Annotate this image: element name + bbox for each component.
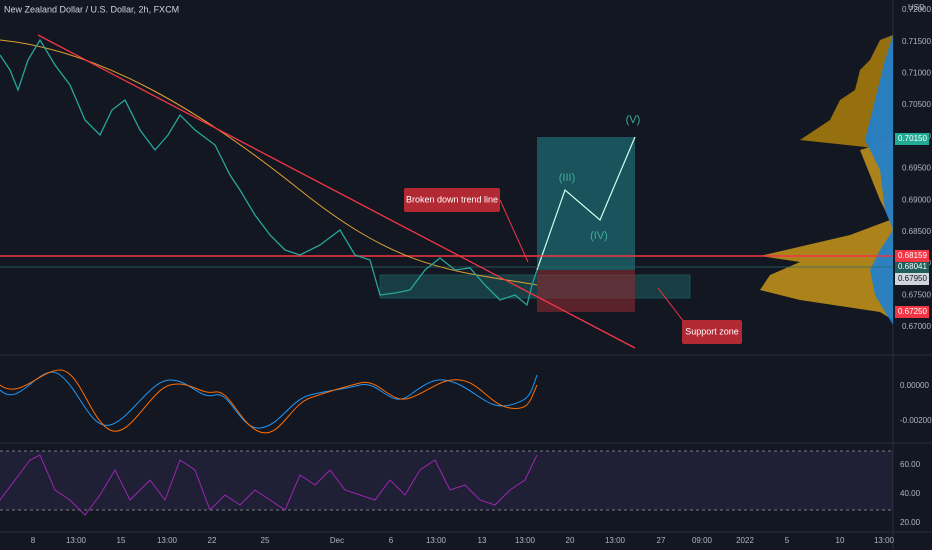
price-axis-label: 0.68500 xyxy=(902,227,931,236)
macd-line xyxy=(0,371,538,429)
time-axis: 8 13:00 15 13:00 22 25 Dec 6 13:00 13 13:00 20 13:00… xyxy=(31,536,895,545)
time-axis-label: 22 xyxy=(208,536,217,545)
price-marker xyxy=(895,273,929,285)
chart-title: New Zealand Dollar / U.S. Dollar, 2h, FX… xyxy=(4,4,179,14)
target-zone xyxy=(537,137,635,270)
volume-profile xyxy=(865,35,893,325)
rsi-band xyxy=(0,451,893,510)
callout-box xyxy=(682,320,742,344)
price-marker xyxy=(895,262,929,273)
price-axis-label: 0.67500 xyxy=(902,290,931,299)
price-marker-label: 0.70150 xyxy=(898,134,927,143)
time-axis-label: 13:00 xyxy=(157,536,178,545)
callout-line xyxy=(499,199,529,263)
stop-zone xyxy=(537,270,635,312)
support-zone xyxy=(379,274,691,299)
price-marker xyxy=(895,306,929,318)
time-axis-label: 5 xyxy=(785,536,790,545)
price-marker-label: 0.67250 xyxy=(898,307,927,316)
signal-line xyxy=(0,369,538,434)
volume-profile xyxy=(760,140,893,320)
time-axis-label: 13:00 xyxy=(66,536,87,545)
rsi-axis-label: 40.00 xyxy=(900,489,921,498)
callout-text: Broken down trend line xyxy=(406,194,498,204)
price-series xyxy=(0,38,538,307)
price-axis-label: 0.70500 xyxy=(902,100,931,109)
time-axis-label: 09:00 xyxy=(692,536,713,545)
trend-line xyxy=(37,34,636,349)
wave-label: (IV) xyxy=(590,230,608,242)
callout-box xyxy=(404,188,500,212)
macd-axis-label: -0.00200 xyxy=(900,416,932,425)
time-axis-label: Dec xyxy=(330,536,344,545)
time-axis-label: 20 xyxy=(566,536,575,545)
time-axis-label: 27 xyxy=(657,536,666,545)
time-axis-label: 8 xyxy=(31,536,36,545)
price-axis-label: 0.72000 xyxy=(902,5,931,14)
callout-text: Support zone xyxy=(685,326,739,336)
price-axis-label: 0.69000 xyxy=(902,195,931,204)
price-axis-label: 0.71000 xyxy=(902,69,931,78)
price-axis-label: 0.71500 xyxy=(902,37,931,46)
currency-label: USD xyxy=(908,3,925,12)
callout-line xyxy=(657,287,685,323)
rsi-line xyxy=(0,454,538,516)
price-marker-label: 0.67950 xyxy=(898,274,927,283)
macd-axis-label: 0.00000 xyxy=(900,381,929,390)
time-axis-label: 13:00 xyxy=(515,536,536,545)
time-axis-label: 13 xyxy=(478,536,487,545)
time-axis-label: 25 xyxy=(261,536,270,545)
time-axis-label: 13:00 xyxy=(426,536,447,545)
rsi-axis-label: 20.00 xyxy=(900,518,921,527)
time-axis-label: 10 xyxy=(836,536,845,545)
price-axis-label: 0.67000 xyxy=(902,322,931,331)
time-axis-label: 13:00 xyxy=(605,536,626,545)
wave-label: (V) xyxy=(626,114,641,126)
time-axis-label: 6 xyxy=(389,536,394,545)
price-marker-label: 0.68159 xyxy=(898,251,927,260)
rsi-axis-label: 60.00 xyxy=(900,460,921,469)
price-marker xyxy=(895,133,929,145)
price-axis-label: 0.69500 xyxy=(902,164,931,173)
wave-path xyxy=(536,136,636,271)
price-marker-label: 0.68041 xyxy=(898,262,927,271)
price-marker xyxy=(895,250,929,262)
time-axis-label: 2022 xyxy=(736,536,754,545)
time-axis-label: 15 xyxy=(117,536,126,545)
wave-label: (III) xyxy=(559,172,576,184)
time-axis-label: 13:00 xyxy=(874,536,895,545)
